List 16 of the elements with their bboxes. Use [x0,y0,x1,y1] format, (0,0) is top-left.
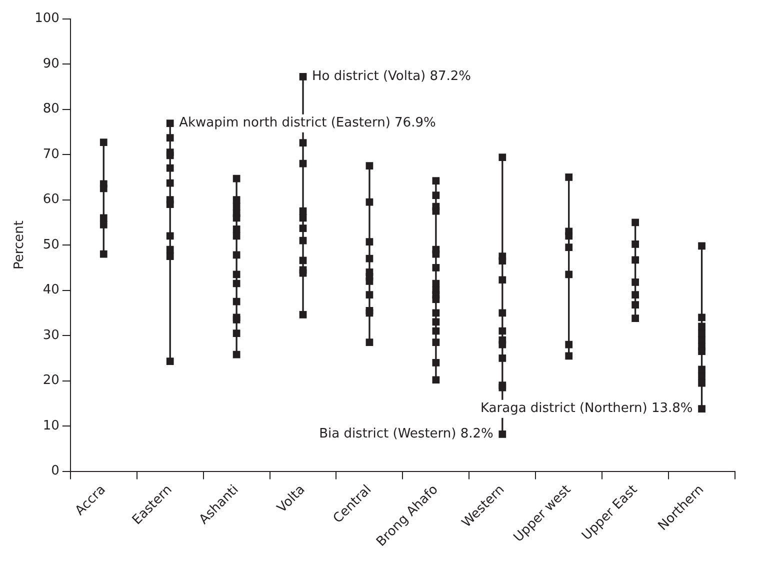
y-tick-label: 30 [42,328,60,343]
annotation: Karaga district (Northern) 13.8% [480,401,693,416]
annotation: Ho district (Volta) 87.2% [312,69,472,84]
annotation: Bia district (Western) 8.2% [319,426,494,442]
y-axis-title: Percent [12,220,28,270]
y-tick-label: 100 [34,11,60,26]
y-tick-label: 10 [42,418,60,434]
annotation: Akwapim north district (Eastern) 76.9% [179,116,436,131]
y-tick-label: 90 [42,56,60,72]
y-tick-label: 0 [51,464,60,479]
y-tick-label: 70 [42,146,60,162]
y-tick-label: 20 [42,373,60,388]
y-tick-label: 40 [42,282,60,298]
y-tick-label: 80 [42,102,60,117]
y-tick-label: 50 [42,237,60,252]
y-tick-label: 60 [42,192,60,208]
